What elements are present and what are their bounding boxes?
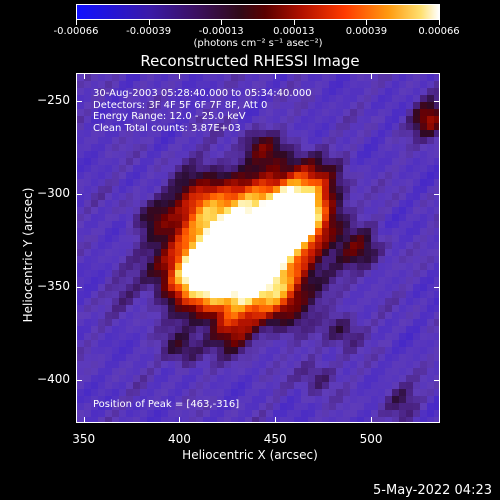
x-tick-label: 400 xyxy=(167,432,191,446)
y-axis-label: Heliocentric Y (arcsec) xyxy=(21,187,35,323)
peak-position-label: Position of Peak = [463,-316] xyxy=(93,399,240,410)
y-tick xyxy=(76,100,82,102)
colorbar-tick-label: 0.00013 xyxy=(273,26,315,37)
colorbar-tick-label: -0.00013 xyxy=(198,26,244,37)
annotation-energy: Energy Range: 12.0 - 25.0 keV xyxy=(93,111,246,122)
colorbar-tick xyxy=(439,20,440,25)
y-tick-label: −400 xyxy=(37,372,70,387)
y-tick xyxy=(434,100,440,102)
colorbar-tick xyxy=(221,20,223,25)
y-tick xyxy=(434,380,440,382)
x-axis-label: Heliocentric X (arcsec) xyxy=(182,448,318,462)
y-tick xyxy=(76,287,82,289)
x-tick xyxy=(179,417,181,423)
colorbar-tick xyxy=(366,20,368,25)
x-tick-label: 450 xyxy=(263,432,287,446)
colorbar-tick xyxy=(76,20,77,25)
y-tick-label: −250 xyxy=(37,92,70,107)
colorbar-tick xyxy=(293,20,295,25)
x-tick xyxy=(275,73,277,79)
colorbar-tick-label: 0.00039 xyxy=(345,26,388,37)
observation-info: 30-Aug-2003 05:28:40.000 to 05:34:40.000… xyxy=(93,88,312,134)
colorbar-tick-label: -0.00066 xyxy=(53,26,99,37)
image-plot: 30-Aug-2003 05:28:40.000 to 05:34:40.000… xyxy=(76,73,440,423)
x-tick xyxy=(275,417,277,423)
x-tick xyxy=(83,417,85,423)
y-tick xyxy=(76,380,82,382)
chart-title: Reconstructed RHESSI Image xyxy=(140,52,360,70)
y-tick-label: −350 xyxy=(37,279,70,294)
annotation-time: 30-Aug-2003 05:28:40.000 to 05:34:40.000 xyxy=(93,88,312,99)
annotation-counts: Clean Total counts: 3.87E+03 xyxy=(93,122,241,134)
colorbar-units: (photons cm⁻² s⁻¹ asec⁻²) xyxy=(193,38,323,49)
y-tick xyxy=(434,287,440,289)
x-tick xyxy=(179,73,181,79)
y-tick-label: −300 xyxy=(37,186,70,200)
colorbar-tick xyxy=(148,20,150,25)
colorbar xyxy=(76,4,440,20)
date-stamp: 5-May-2022 04:23 xyxy=(373,483,492,498)
x-tick-label: 500 xyxy=(359,432,383,446)
x-tick xyxy=(83,73,85,79)
x-tick xyxy=(371,417,373,423)
colorbar-tick-label: 0.00066 xyxy=(418,26,460,37)
colorbar-tick-label: -0.00039 xyxy=(126,26,172,37)
annotation-detectors: Detectors: 3F 4F 5F 6F 7F 8F, Att 0 xyxy=(93,99,268,111)
y-tick xyxy=(76,194,82,195)
heatmap-image xyxy=(77,74,439,422)
x-tick-label: 350 xyxy=(72,432,96,446)
y-tick xyxy=(434,194,440,195)
x-tick xyxy=(371,73,373,79)
